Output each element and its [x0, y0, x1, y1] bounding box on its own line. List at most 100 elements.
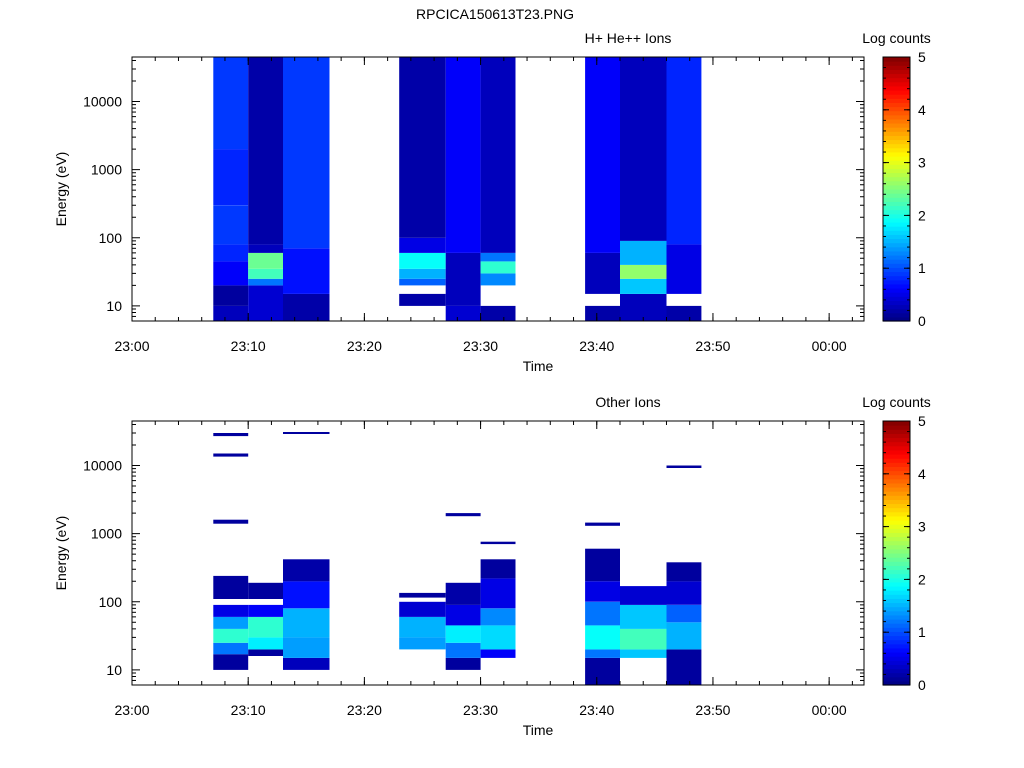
heatmap-cell — [213, 628, 249, 643]
heatmap-cell — [399, 57, 446, 238]
heatmap-cell — [445, 625, 481, 643]
heatmap-cell — [620, 293, 667, 321]
colorbar-swatch — [883, 160, 910, 165]
colorbar-swatch — [883, 548, 910, 554]
colorbar-swatch — [883, 565, 910, 571]
x-tick-label: 23:50 — [695, 702, 730, 718]
colorbar-swatch — [883, 573, 910, 579]
colorbar-frame — [882, 420, 911, 686]
colorbar-swatch — [883, 255, 910, 260]
colorbar-swatch — [883, 668, 910, 674]
colorbar-swatch — [883, 553, 910, 558]
heatmap-cell — [399, 616, 446, 638]
heatmap-cell — [213, 575, 249, 599]
colorbar-swatch — [883, 656, 910, 661]
colorbar-swatch — [883, 544, 910, 550]
colorbar-swatch — [883, 462, 910, 467]
colorbar-swatch — [883, 147, 910, 153]
colorbar-swatch — [883, 524, 910, 529]
colorbar-label: Log counts — [862, 30, 931, 46]
heatmap-cell — [666, 622, 702, 650]
y-axis-label: Energy (eV) — [53, 152, 69, 227]
colorbar-swatch — [883, 193, 910, 198]
colorbar-swatch — [883, 213, 910, 219]
heatmap-cell — [213, 149, 249, 206]
colorbar-swatch — [883, 205, 910, 211]
heatmap-cell — [283, 559, 330, 582]
heatmap-cell — [445, 582, 481, 605]
heatmap-cell — [666, 649, 702, 685]
colorbar-tick-label: 4 — [918, 102, 926, 118]
colorbar-swatch — [883, 454, 910, 459]
heatmap-cell — [585, 548, 620, 582]
colorbar-swatch — [883, 308, 910, 314]
colorbar-swatch — [883, 61, 910, 66]
heatmap-cell — [585, 305, 620, 321]
colorbar-swatch — [883, 643, 910, 649]
colorbar-swatch — [883, 118, 910, 124]
heatmap-cell — [248, 616, 284, 638]
colorbar-swatch — [883, 680, 910, 686]
y-tick-label: 1000 — [91, 162, 122, 178]
colorbar-tick-label: 2 — [918, 207, 926, 223]
heatmap-cell — [283, 637, 330, 658]
x-tick-label: 23:50 — [695, 338, 730, 354]
colorbar-swatch — [883, 433, 910, 439]
heatmap-cell — [248, 278, 284, 286]
colorbar-swatch — [883, 491, 910, 496]
colorbar-swatch — [883, 586, 910, 591]
heatmap-cell — [283, 657, 330, 670]
colorbar-swatch — [883, 275, 910, 281]
colorbar-swatch — [883, 238, 910, 244]
heatmap-cell — [213, 654, 249, 670]
colorbar-swatch — [883, 660, 910, 665]
heatmap-cell — [213, 205, 249, 245]
heatmap-cell — [248, 285, 284, 321]
colorbar-swatch — [883, 470, 910, 476]
heatmap-cell — [213, 616, 249, 629]
colorbar-swatch — [883, 176, 910, 182]
x-tick-label: 23:30 — [463, 338, 498, 354]
colorbar-swatch — [883, 127, 910, 132]
plot-frame — [131, 420, 865, 686]
heatmap-cell — [399, 293, 446, 306]
heatmap-cell — [213, 285, 249, 306]
colorbar-swatch — [883, 180, 910, 186]
heatmap-cell — [585, 657, 620, 685]
colorbar-swatch — [883, 503, 910, 509]
colorbar-swatch — [883, 316, 910, 322]
x-tick-label: 23:10 — [231, 702, 266, 718]
colorbar-swatch — [883, 69, 910, 75]
y-tick-label: 10000 — [83, 94, 122, 110]
colorbar-swatch — [883, 102, 910, 108]
colorbar-swatch — [883, 123, 910, 128]
colorbar-swatch — [883, 676, 910, 682]
colorbar-swatch — [883, 217, 910, 223]
colorbar-swatch — [883, 73, 910, 79]
colorbar-swatch — [883, 623, 910, 628]
colorbar-swatch — [883, 528, 910, 533]
colorbar-swatch — [883, 143, 910, 149]
heatmap-cell — [213, 453, 249, 457]
colorbar-swatch — [883, 590, 910, 595]
heatmap-cell — [480, 649, 516, 658]
colorbar-label: Log counts — [862, 394, 931, 410]
colorbar-tick-label: 1 — [918, 624, 926, 640]
colorbar-swatch — [883, 57, 910, 62]
colorbar-swatch — [883, 106, 910, 112]
colorbar-swatch — [883, 110, 910, 116]
heatmap-cell — [399, 237, 446, 253]
heatmap-cell — [480, 273, 516, 286]
panel-title: Other Ions — [595, 394, 660, 410]
colorbar-swatch — [883, 98, 910, 103]
x-tick-label: 23:20 — [347, 338, 382, 354]
colorbar-swatch — [883, 300, 910, 306]
colorbar-tick-label: 3 — [918, 155, 926, 171]
colorbar-swatch — [883, 304, 910, 310]
heatmap-cell — [480, 252, 516, 262]
colorbar-swatch — [883, 458, 910, 463]
colorbar-swatch — [883, 577, 910, 583]
colorbar-swatch — [883, 631, 910, 637]
x-tick-label: 00:00 — [812, 338, 847, 354]
heatmap-cell — [666, 562, 702, 582]
